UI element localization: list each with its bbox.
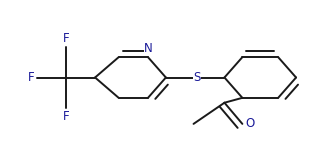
Text: S: S	[193, 71, 200, 84]
Text: F: F	[62, 110, 69, 123]
Text: F: F	[28, 71, 35, 84]
Text: F: F	[62, 32, 69, 45]
Text: N: N	[144, 42, 152, 55]
Text: O: O	[246, 117, 255, 130]
